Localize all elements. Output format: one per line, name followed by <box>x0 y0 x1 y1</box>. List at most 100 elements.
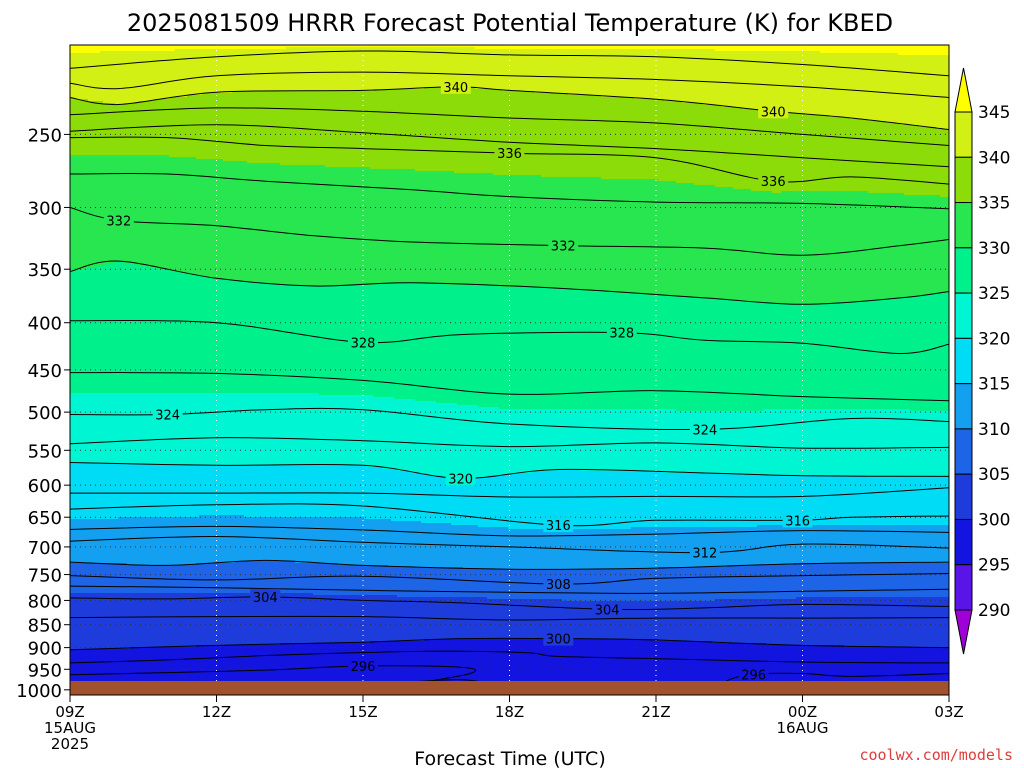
color-cell <box>445 47 449 88</box>
color-cell <box>223 645 227 681</box>
color-cell <box>511 639 515 681</box>
color-cell <box>922 127 926 196</box>
color-cell <box>532 639 536 681</box>
color-cell <box>601 49 605 98</box>
color-cell <box>703 567 707 602</box>
color-cell <box>631 639 635 681</box>
color-cell <box>667 409 671 474</box>
color-cell <box>664 641 668 681</box>
color-cell <box>355 565 359 596</box>
color-cell <box>295 643 299 681</box>
color-cell <box>199 563 203 594</box>
color-cell <box>868 525 872 564</box>
color-cell <box>85 393 89 464</box>
color-cell <box>892 477 896 526</box>
color-cell <box>367 47 371 92</box>
color-cell <box>775 193 779 304</box>
color-cell <box>295 165 299 286</box>
color-cell <box>904 647 908 681</box>
color-cell <box>346 465 350 518</box>
color-cell <box>370 91 374 170</box>
color-cell <box>583 639 587 681</box>
color-cell <box>754 45 758 52</box>
color-cell <box>820 645 824 681</box>
color-cell <box>322 563 326 596</box>
color-cell <box>337 45 341 48</box>
color-cell <box>70 563 74 594</box>
color-cell <box>484 89 488 174</box>
color-cell <box>793 303 797 410</box>
color-cell <box>430 523 434 568</box>
color-cell <box>562 469 566 532</box>
color-cell <box>304 45 308 48</box>
color-cell <box>493 569 497 600</box>
color-cell <box>388 397 392 470</box>
color-cell <box>943 525 947 564</box>
color-cell <box>352 517 356 566</box>
color-cell <box>97 45 101 54</box>
color-cell <box>724 45 728 52</box>
color-cell <box>304 393 308 466</box>
color-cell <box>916 411 920 478</box>
color-cell <box>940 293 944 412</box>
color-cell <box>754 301 758 412</box>
color-cell <box>757 599 761 644</box>
contour-label-bg <box>689 544 720 560</box>
color-cell <box>862 301 866 410</box>
color-cell <box>382 397 386 470</box>
color-cell <box>883 53 887 122</box>
color-cell <box>670 473 674 528</box>
color-cell <box>487 49 491 90</box>
color-cell <box>277 49 281 92</box>
color-cell <box>364 45 368 48</box>
color-cell <box>322 45 326 48</box>
color-cell <box>532 49 536 92</box>
color-cell <box>607 179 611 292</box>
color-cell <box>391 169 395 284</box>
color-cell <box>208 93 212 160</box>
color-cell <box>301 517 305 564</box>
color-cell <box>91 593 95 650</box>
color-cell <box>529 473 533 530</box>
color-cell <box>739 51 743 108</box>
color-cell <box>91 519 95 564</box>
color-cell <box>457 285 461 406</box>
color-cell <box>136 393 140 464</box>
color-cell <box>475 569 479 598</box>
color-cell <box>88 593 92 650</box>
color-cell <box>934 647 938 681</box>
color-cell <box>886 525 890 564</box>
color-cell <box>724 411 728 474</box>
contour-line-337 <box>70 124 949 168</box>
color-cell <box>640 409 644 472</box>
color-cell <box>649 99 653 180</box>
color-cell <box>304 47 308 92</box>
color-cell <box>649 179 653 296</box>
color-cell <box>292 393 296 466</box>
color-cell <box>616 293 620 410</box>
color-cell <box>823 191 827 304</box>
color-cell <box>757 191 761 302</box>
color-cell <box>742 301 746 412</box>
color-cell <box>511 529 515 570</box>
color-cell <box>640 99 644 180</box>
color-cell <box>247 49 251 92</box>
color-cell <box>775 645 779 681</box>
color-cell <box>235 465 239 516</box>
color-cell <box>139 647 143 681</box>
color-cell <box>391 47 395 90</box>
color-cell <box>919 477 923 526</box>
colorbar-label: 340 <box>978 148 1010 168</box>
color-cell <box>343 45 347 48</box>
color-cell <box>712 45 716 50</box>
color-cell <box>580 45 584 50</box>
color-cell <box>115 649 119 681</box>
color-cell <box>163 269 167 394</box>
color-cell <box>889 563 893 598</box>
color-cell <box>400 47 404 90</box>
color-cell <box>508 473 512 530</box>
color-cell <box>859 647 863 681</box>
color-cell <box>148 393 152 466</box>
color-cell <box>487 475 491 528</box>
color-cell <box>889 525 893 564</box>
